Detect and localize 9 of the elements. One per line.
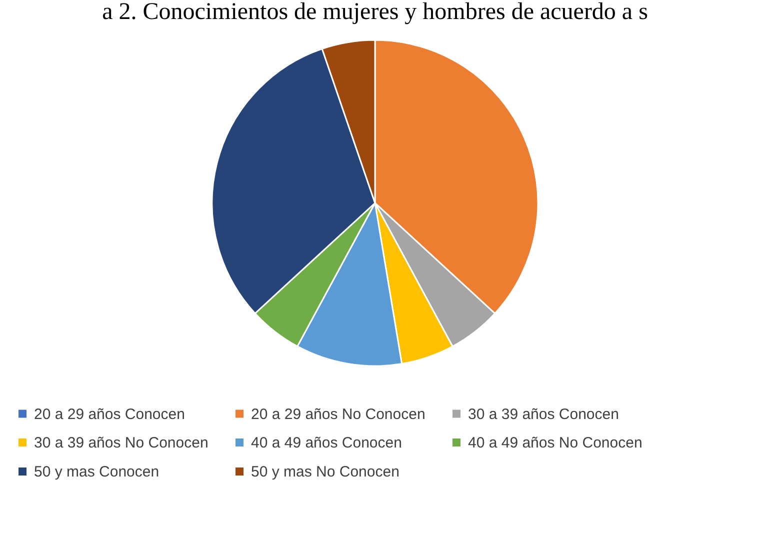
legend-label: 20 a 29 años No Conocen xyxy=(251,406,426,423)
legend-label: 50 y mas No Conocen xyxy=(251,464,400,480)
legend-label: 40 a 49 años Conocen xyxy=(251,434,402,452)
legend-label: 30 a 39 años Conocen xyxy=(468,406,619,423)
legend-label: 50 y mas Conocen xyxy=(34,464,160,480)
chart-title: a 2. Conocimientos de mujeres y hombres de acuerdo a s xyxy=(102,0,648,25)
legend-label: 40 a 49 años No Conocen xyxy=(468,434,642,452)
legend-label: 20 a 29 años Conocen xyxy=(34,406,185,423)
legend-label: 30 a 39 años No Conocen xyxy=(34,434,208,452)
